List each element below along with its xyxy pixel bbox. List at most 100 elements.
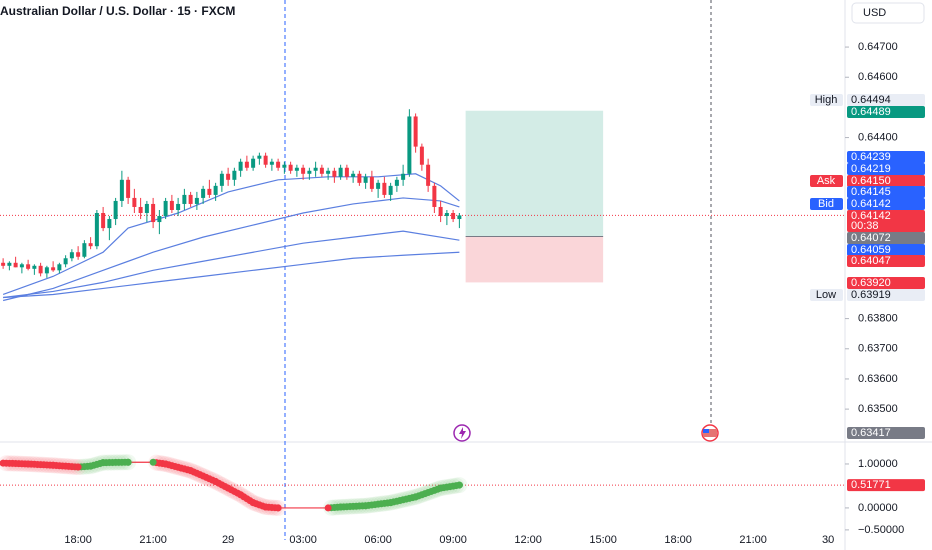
y-tick-label: 1.00000 [858,458,898,470]
candle-body [188,194,193,204]
lightning-icon[interactable] [453,424,471,442]
price-badge-text: 0.63417 [851,427,891,439]
candle-body [13,262,18,268]
price-badge [847,289,925,301]
price-badge [847,232,925,244]
candle-body [201,188,206,198]
candle-body [357,173,362,183]
oscillator-point [262,503,270,511]
price-badge [847,106,925,118]
candle-body [219,173,224,186]
candle-body [269,161,274,165]
candle-body [26,264,31,269]
oscillator-point [24,460,32,468]
oscillator-point [187,467,195,475]
candle-body [82,243,87,257]
flag-canton[interactable] [703,429,709,433]
currency-button-frame[interactable] [851,2,925,24]
candle-body [213,185,218,195]
candle-body [426,164,431,186]
price-tag [810,94,843,106]
candle-body [19,264,24,268]
price-badge [847,163,925,175]
price-tag [810,198,843,210]
candle-body [151,203,156,223]
price-badge-text: 0.64239 [851,151,891,163]
candle-body [444,213,449,217]
price-badge [847,94,925,106]
oscillator-point [387,499,395,507]
x-tick-label: 18:00 [664,534,692,546]
oscillator-point [162,460,170,468]
loss-zone [465,236,604,283]
oscillator-point [99,459,107,467]
candle-body [388,185,393,195]
last-value-badge [847,479,925,492]
lightning-bolt[interactable] [459,427,466,439]
oscillator-point [455,481,463,489]
candle-body [338,167,343,177]
moving-average [2,173,460,296]
candle-body [88,243,93,247]
price-badge-text: 0.64142 [851,210,891,222]
oscillator-point [237,491,245,499]
price-tag-text: Ask [817,175,836,187]
oscillator-point [124,458,132,466]
candle-body [301,167,306,174]
price-badge-text: 0.64059 [851,244,891,256]
candle-body [413,116,418,147]
candle-body [382,182,387,195]
x-tick-label: 09:00 [439,534,467,546]
candle-body [144,203,149,214]
candle-body [369,176,374,189]
candle-body [182,194,187,204]
y-tick-label: 0.64700 [858,41,898,53]
candle-body [32,265,37,269]
price-badge-text: 0.64047 [851,255,891,267]
candle-body [451,213,456,220]
currency-label[interactable]: USD [863,7,886,19]
price-badge-text-dark: 0.64494 [851,94,891,106]
candle-body [438,206,443,217]
candle-body [251,158,256,168]
candle-body [344,167,349,177]
candle-body [394,179,399,186]
flag-icon[interactable] [701,424,719,442]
price-tag-text: Bid [818,198,834,210]
oscillator-point [274,504,282,512]
x-tick-label: 06:00 [364,534,392,546]
candle-body [57,264,62,271]
candle-body [51,267,56,271]
y-tick-label: 0.63700 [858,343,898,355]
last-value-text: 0.51771 [851,479,891,491]
moving-average [2,197,460,302]
candle-body [1,262,6,266]
price-badge [847,427,925,439]
candle-body [94,213,99,247]
candle-body [169,200,174,210]
candle-body [319,167,324,174]
currency-button[interactable]: USD [851,2,925,24]
price-badge-text: 0.63920 [851,277,891,289]
oscillator-point [87,462,95,470]
layers: 0.64700 0.64600 0.64400 0.63800 0.63700 0.636… [0,41,925,546]
candle-body [38,265,43,274]
candle-body [113,200,118,220]
candle-body [107,219,112,229]
flag-stripes[interactable] [703,429,717,437]
y-tick-label: −0.50000 [858,524,904,536]
price-badge [847,210,925,232]
y-tick-label: 0.63500 [858,403,898,415]
price-badge-text: 0.64219 [851,163,891,175]
x-tick-label: 15:00 [589,534,617,546]
candle-body [307,170,312,174]
moving-average [3,251,460,299]
candle-body [294,167,299,171]
candle-body [282,164,287,168]
y-tick-label: 0.64400 [858,131,898,143]
candle-body [238,161,243,171]
countdown: 00:38 [851,220,879,232]
oscillator-point [74,463,82,471]
candle-body [407,116,412,174]
